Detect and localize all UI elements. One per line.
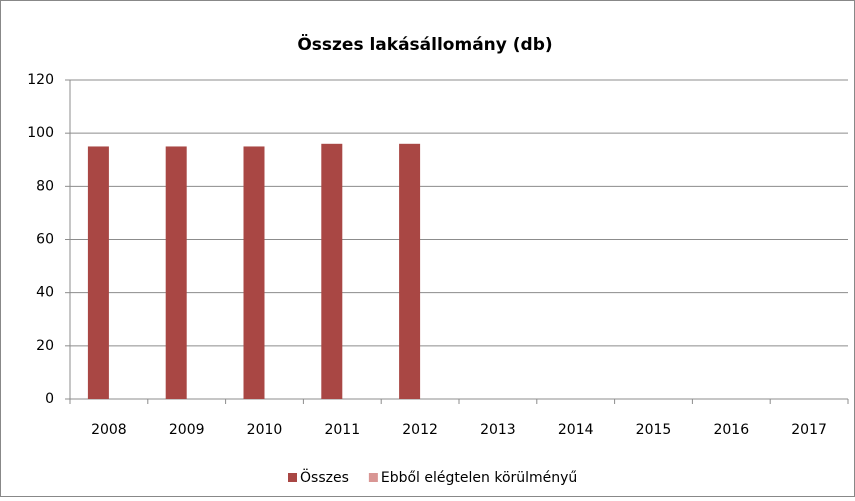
y-tick-label: 120 — [27, 72, 54, 88]
legend-label: Összes — [300, 468, 349, 486]
legend-label: Ebből elégtelen körülményű — [381, 470, 577, 486]
chart-title: Összes lakásállomány (db) — [297, 33, 552, 55]
x-tick-label: 2016 — [713, 422, 749, 438]
y-tick-label: 100 — [27, 125, 54, 141]
bar — [243, 146, 265, 399]
y-tick-label: 80 — [36, 178, 54, 194]
bar — [165, 146, 187, 399]
y-tick-label: 0 — [45, 391, 54, 407]
x-tick-label: 2013 — [480, 422, 516, 438]
y-tick-label: 60 — [36, 232, 54, 248]
legend-swatch — [288, 473, 297, 482]
y-tick-label: 40 — [36, 285, 54, 301]
y-tick-label: 20 — [36, 338, 54, 354]
bar — [87, 146, 109, 399]
legend-swatch — [368, 473, 378, 482]
bar — [321, 143, 343, 399]
x-tick-label: 2014 — [558, 422, 594, 438]
x-tick-label: 2010 — [247, 422, 283, 438]
x-tick-label: 2017 — [791, 422, 827, 438]
x-tick-label: 2009 — [169, 422, 205, 438]
bar — [399, 143, 421, 399]
x-tick-label: 2012 — [402, 422, 438, 438]
x-tick-label: 2015 — [636, 422, 672, 438]
x-tick-label: 2008 — [91, 422, 127, 438]
x-tick-label: 2011 — [324, 422, 360, 438]
